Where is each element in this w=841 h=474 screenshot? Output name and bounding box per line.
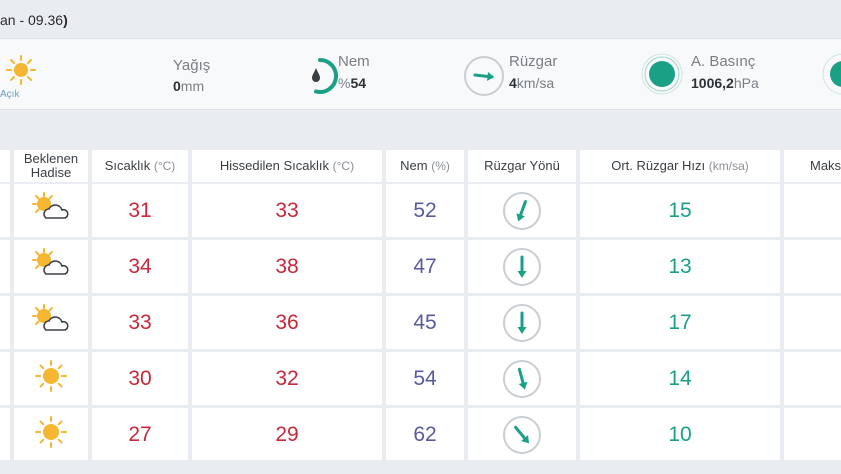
partly-cloudy-icon [31,247,71,287]
header-feels: Hissedilen Sıcaklık (°C) [192,150,384,182]
condition-cell [14,408,90,461]
wind-direction-arrow-icon [503,359,541,398]
sun-icon [34,359,68,399]
wind-speed-cell: 15 [580,184,782,237]
wind-speed-cell: 14 [580,352,782,405]
header-wind-dir: Rüzgar Yönü [468,150,578,182]
header-humidity: Nem (%) [386,150,466,182]
condition-cell [14,184,90,237]
update-time-text: an - 09.36) [0,12,68,28]
humidity-value: %54 [338,75,367,91]
max-cell [784,408,841,461]
sun-icon [6,55,36,85]
extra-indicator-icon [822,53,841,95]
humidity-title: Nem [338,53,370,70]
time-cell [0,184,12,237]
header-cell-time [0,150,12,182]
sun-icon [34,415,68,455]
pressure-value: 1006,2hPa [691,75,759,91]
wind-dir-cell [468,240,578,293]
time-cell [0,408,12,461]
pressure-title: A. Basınç [691,53,756,70]
max-cell [784,352,841,405]
time-cell [0,296,12,349]
temp-cell: 33 [92,296,190,349]
humidity-cell: 54 [386,352,466,405]
wind-direction-arrow-icon [503,415,541,454]
condition-cell [14,296,90,349]
temp-cell: 27 [92,408,190,461]
pressure-block: A. Basınç 1006,2hPa [640,39,820,111]
pressure-icon [641,53,683,95]
wind-direction-arrow-icon [503,191,541,230]
precip-block: Yağış 0mm [170,39,290,111]
humidity-cell: 45 [386,296,466,349]
bottom-spacer [0,460,841,474]
condition-label: Açık [0,89,20,100]
partly-cloudy-icon [31,303,71,343]
partly-cloudy-icon [31,191,71,231]
wind-direction-arrow-icon [503,247,541,286]
header-max-partial: Maks [784,150,841,182]
feels-cell: 33 [192,184,384,237]
precip-value: 0mm [173,78,205,94]
humidity-gauge-icon [312,58,338,94]
humidity-cell: 52 [386,184,466,237]
feels-cell: 38 [192,240,384,293]
feels-cell: 36 [192,296,384,349]
header-wind-speed: Ort. Rüzgar Hızı (km/sa) [580,150,782,182]
wind-speed-cell: 17 [580,296,782,349]
header-strip: an - 09.36) [0,0,841,38]
wind-speed-cell: 13 [580,240,782,293]
precip-title: Yağış [173,57,211,74]
humidity-cell: 62 [386,408,466,461]
max-cell [784,296,841,349]
temp-cell: 30 [92,352,190,405]
temp-cell: 34 [92,240,190,293]
max-cell [784,184,841,237]
wind-speed-cell: 10 [580,408,782,461]
temp-cell: 31 [92,184,190,237]
wind-dir-cell [468,352,578,405]
wind-title: Rüzgar [509,53,558,70]
header-temp: Sıcaklık (°C) [92,150,190,182]
wind-value: 4km/sa [509,75,555,91]
humidity-cell: 47 [386,240,466,293]
wind-dir-cell [468,408,578,461]
wind-direction-icon [464,56,504,96]
feels-cell: 32 [192,352,384,405]
wind-dir-cell [468,184,578,237]
time-cell [0,352,12,405]
extra-item-partial [815,39,841,111]
condition-cell [14,240,90,293]
feels-cell: 29 [192,408,384,461]
current-condition: Açık [0,39,80,111]
max-cell [784,240,841,293]
section-spacer [0,110,841,150]
header-condition: Beklenen Hadise [14,150,90,182]
wind-block: Rüzgar 4km/sa [462,39,622,111]
time-cell [0,240,12,293]
wind-dir-cell [468,296,578,349]
condition-cell [14,352,90,405]
wind-direction-arrow-icon [503,303,541,342]
current-conditions-panel: Açık Yağış 0mm Nem %54 Rüzgar 4km/sa A. … [0,38,841,110]
humidity-block: Nem %54 [300,39,440,111]
